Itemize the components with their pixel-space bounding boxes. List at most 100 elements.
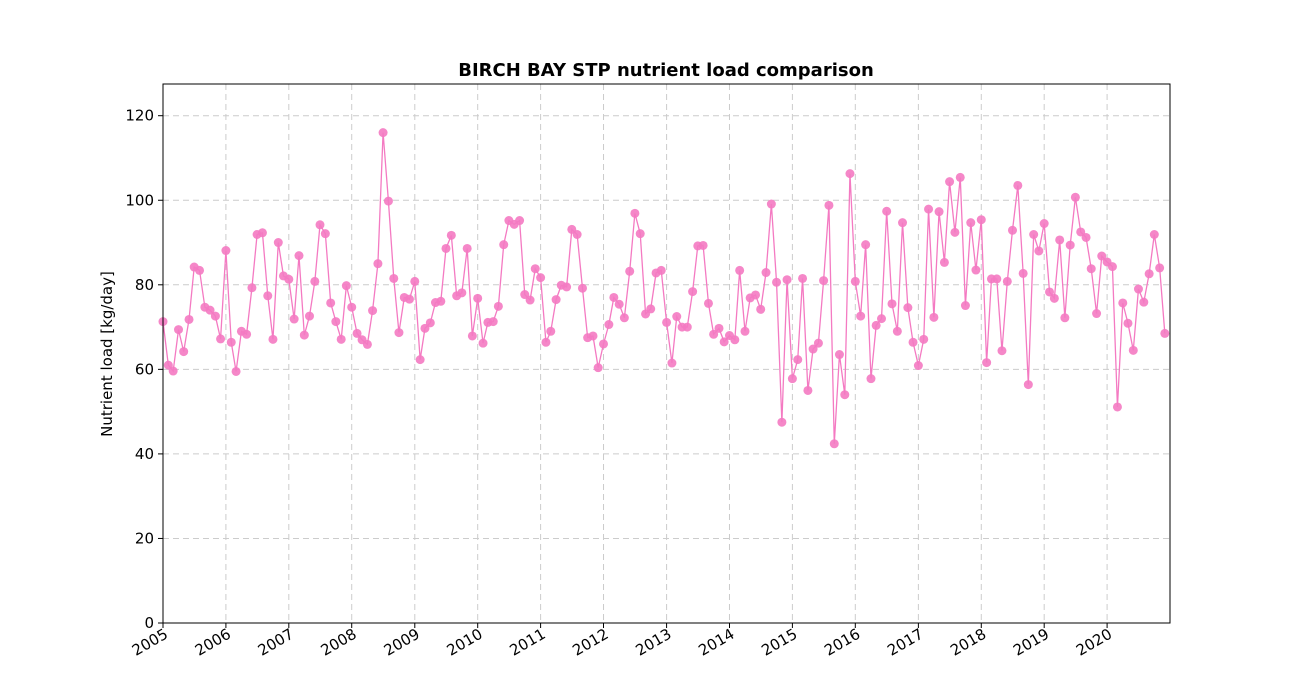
data-point <box>871 320 881 330</box>
data-point <box>656 265 666 275</box>
data-point <box>315 220 325 230</box>
data-point <box>268 334 278 344</box>
data-point <box>499 240 509 250</box>
data-point <box>221 246 231 256</box>
data-point <box>336 334 346 344</box>
data-point <box>441 243 451 253</box>
data-point <box>536 273 546 283</box>
y-axis-label: Nutrient load [kg/day] <box>98 271 116 437</box>
y-axis: 0 20 40 60 80 100 120 <box>125 107 163 632</box>
data-point <box>824 200 834 210</box>
data-point <box>772 277 782 287</box>
data-point <box>829 439 839 449</box>
data-point <box>1060 313 1070 323</box>
data-point <box>877 314 886 324</box>
data-point <box>493 301 503 311</box>
x-tick-label: 2018 <box>947 625 989 660</box>
data-point <box>257 228 267 238</box>
data-point <box>1149 230 1159 239</box>
x-tick-label: 2006 <box>192 625 234 660</box>
data-point <box>1034 246 1044 256</box>
data-point <box>362 339 372 349</box>
data-point <box>682 322 692 332</box>
data-point <box>766 199 776 209</box>
data-point <box>777 417 787 427</box>
x-tick-label: 2010 <box>444 625 486 660</box>
data-point <box>840 390 850 400</box>
data-point <box>373 259 383 269</box>
data-point <box>1029 230 1039 239</box>
data-point <box>662 317 672 327</box>
data-point <box>1107 262 1117 272</box>
data-point <box>730 335 740 345</box>
data-point <box>273 238 283 248</box>
series-polyline <box>162 132 1166 444</box>
data-point <box>861 240 871 250</box>
data-point <box>709 329 719 339</box>
data-point <box>714 323 724 333</box>
grid-lines <box>162 84 1170 624</box>
data-point <box>719 337 729 347</box>
y-tick-label: 80 <box>135 276 154 294</box>
data-point <box>903 303 913 313</box>
data-point <box>195 265 205 275</box>
data-point <box>1013 180 1023 190</box>
data-point <box>226 337 236 347</box>
data-point <box>1118 298 1128 308</box>
data-point <box>997 346 1007 356</box>
data-point <box>210 311 220 321</box>
data-point <box>530 264 540 274</box>
data-point <box>966 218 976 228</box>
x-tick-label: 2014 <box>695 625 737 660</box>
data-point <box>850 276 860 286</box>
data-point <box>1112 402 1122 412</box>
data-point <box>982 358 992 368</box>
data-point <box>740 326 750 336</box>
data-point <box>1133 284 1143 294</box>
x-tick-label: 2009 <box>381 625 423 660</box>
data-point <box>242 329 252 339</box>
data-point <box>1070 192 1080 202</box>
data-point <box>1092 309 1102 319</box>
x-tick-label: 2017 <box>884 625 926 660</box>
data-point <box>231 366 241 376</box>
data-point <box>813 338 823 348</box>
x-tick-label: 2020 <box>1073 625 1115 660</box>
y-tick-label: 100 <box>125 191 154 209</box>
data-point <box>378 128 388 138</box>
data-point <box>793 355 803 365</box>
data-point <box>347 302 357 312</box>
data-point <box>761 268 771 278</box>
data-point <box>205 305 215 315</box>
data-point <box>174 325 184 335</box>
data-point <box>599 339 609 349</box>
data-point <box>787 374 797 384</box>
data-point <box>179 347 189 357</box>
x-tick-label: 2011 <box>507 625 549 660</box>
data-point <box>887 299 897 309</box>
data-point <box>646 304 656 314</box>
x-tick-label: 2016 <box>821 625 863 660</box>
data-point <box>1023 380 1033 390</box>
data-point <box>326 298 336 308</box>
data-point <box>898 218 908 228</box>
data-point <box>803 385 813 395</box>
data-point <box>976 215 986 225</box>
data-point <box>609 292 619 302</box>
data-point <box>751 290 761 300</box>
data-point <box>1155 263 1165 273</box>
data-point <box>457 288 467 298</box>
data-point <box>394 328 404 338</box>
data-point <box>625 266 635 276</box>
data-point <box>908 337 918 347</box>
y-tick-label: 0 <box>144 614 154 632</box>
data-point <box>798 273 808 283</box>
data-point <box>688 287 698 297</box>
data-point <box>320 229 330 239</box>
data-point <box>834 350 844 360</box>
data-point <box>955 172 965 182</box>
data-point <box>856 311 866 321</box>
data-point <box>289 314 299 324</box>
data-point <box>415 355 425 365</box>
data-points <box>158 128 1170 449</box>
